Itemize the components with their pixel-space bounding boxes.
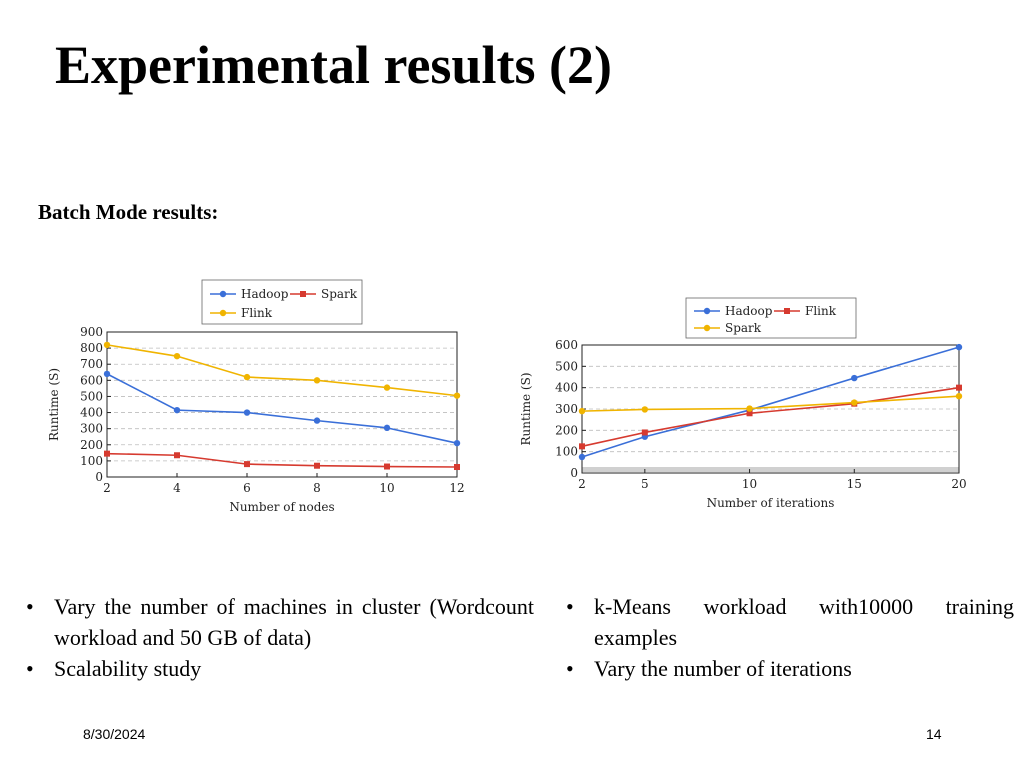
data-point-hadoop xyxy=(578,453,586,461)
page-number: 14 xyxy=(926,726,942,742)
y-axis-label: Runtime (S) xyxy=(519,372,533,445)
y-tick-label: 100 xyxy=(80,454,103,468)
data-point-spark xyxy=(384,463,390,470)
data-point-spark xyxy=(174,452,180,459)
runtime-vs-iterations-chart: 0 100 200 300 400 500 600 2 5 10 15 20 Number of ite… xyxy=(519,297,967,510)
y-tick-label: 700 xyxy=(80,357,103,371)
legend-label-hadoop: Hadoop xyxy=(241,287,289,301)
data-point-spark xyxy=(244,461,250,468)
data-point-flink xyxy=(453,392,461,399)
data-point-hadoop xyxy=(453,439,461,447)
x-tick-label: 12 xyxy=(449,481,464,495)
y-tick-label: 400 xyxy=(80,406,103,420)
y-tick-label: 800 xyxy=(80,341,103,355)
legend-label-spark: Spark xyxy=(725,321,762,335)
data-point-hadoop xyxy=(103,370,111,378)
data-point-spark xyxy=(851,399,858,406)
x-tick-label: 2 xyxy=(578,477,586,491)
data-point-spark xyxy=(104,450,110,457)
y-tick-label: 900 xyxy=(80,325,103,339)
slide-title: Experimental results (2) xyxy=(55,35,612,95)
data-point-spark xyxy=(578,407,586,415)
legend-marker-spark xyxy=(300,291,306,297)
y-tick-label: 100 xyxy=(555,445,578,459)
y-tick-label: 600 xyxy=(555,338,578,352)
footer-date: 8/30/2024 xyxy=(83,726,146,742)
data-point-spark xyxy=(641,406,649,413)
data-point-hadoop xyxy=(313,417,321,424)
x-tick-label: 15 xyxy=(847,477,862,491)
y-tick-label: 200 xyxy=(80,438,103,452)
x-tick-label: 20 xyxy=(951,477,966,491)
series-line-hadoop xyxy=(106,373,458,444)
legend-marker-flink xyxy=(219,309,227,317)
y-tick-label: 600 xyxy=(80,373,103,387)
data-point-spark xyxy=(955,393,963,400)
legend-label-spark: Spark xyxy=(321,287,358,301)
x-tick-label: 8 xyxy=(313,481,321,495)
left-bullet-list: Vary the number of machines in cluster (… xyxy=(22,591,534,684)
legend-label-flink: Flink xyxy=(241,306,273,320)
legend-label-flink: Flink xyxy=(805,304,837,318)
bullet-item: Vary the number of machines in cluster (… xyxy=(22,591,534,653)
y-tick-label: 0 xyxy=(95,470,103,484)
y-tick-label: 300 xyxy=(555,402,578,416)
slide-subtitle: Batch Mode results: xyxy=(38,200,219,224)
data-point-flink xyxy=(173,352,181,360)
legend-marker-hadoop xyxy=(219,290,227,298)
data-point-flink xyxy=(641,429,648,436)
y-tick-label: 0 xyxy=(570,466,578,480)
x-axis-label: Number of iterations xyxy=(707,496,835,510)
x-tick-label: 2 xyxy=(103,481,111,495)
data-point-flink xyxy=(243,373,251,381)
data-point-spark xyxy=(746,405,753,412)
data-point-hadoop xyxy=(383,424,391,432)
y-tick-label: 500 xyxy=(80,389,103,403)
data-point-spark xyxy=(314,462,320,469)
runtime-vs-nodes-chart: 0 100 200 300 400 500 600 700 800 900 2 4 6 8 10 12 Numb… xyxy=(47,279,465,514)
y-tick-label: 500 xyxy=(555,359,578,373)
x-tick-label: 4 xyxy=(173,481,181,495)
x-tick-label: 10 xyxy=(742,477,757,491)
legend-box xyxy=(685,297,857,339)
data-point-flink xyxy=(579,443,585,450)
legend-label-hadoop: Hadoop xyxy=(725,304,773,318)
legend-marker-flink xyxy=(784,308,790,314)
data-point-spark xyxy=(454,464,460,471)
bullet-item: Vary the number of iterations xyxy=(562,653,1014,684)
data-point-hadoop xyxy=(243,409,251,416)
right-bullet-list: k-Means workload with10000 training exam… xyxy=(562,591,1014,684)
baseline-band xyxy=(582,467,959,472)
y-axis-label: Runtime (S) xyxy=(47,368,61,441)
data-point-flink xyxy=(103,341,111,349)
data-point-hadoop xyxy=(955,343,963,351)
x-tick-label: 6 xyxy=(243,481,251,495)
series-line-flink xyxy=(106,344,458,397)
x-tick-label: 10 xyxy=(379,481,394,495)
bullet-item: Scalability study xyxy=(22,653,534,684)
legend-marker-spark xyxy=(703,324,711,332)
series-line-hadoop xyxy=(581,346,960,458)
series-line-flink xyxy=(581,386,960,448)
data-point-flink xyxy=(956,384,962,391)
y-tick-label: 400 xyxy=(555,381,578,395)
y-tick-label: 300 xyxy=(80,422,103,436)
y-tick-label: 200 xyxy=(555,423,578,437)
legend-box xyxy=(201,279,363,325)
data-point-flink xyxy=(746,410,753,417)
x-tick-label: 5 xyxy=(641,477,649,491)
data-point-flink xyxy=(383,384,391,391)
bullet-item: k-Means workload with10000 training exam… xyxy=(562,591,1014,653)
x-axis-label: Number of nodes xyxy=(229,500,334,514)
legend-marker-hadoop xyxy=(703,307,711,315)
plot-frame xyxy=(106,331,458,478)
series-line-spark xyxy=(106,452,458,468)
data-point-flink xyxy=(313,377,321,384)
data-point-hadoop xyxy=(851,374,858,382)
data-point-hadoop xyxy=(173,406,181,414)
